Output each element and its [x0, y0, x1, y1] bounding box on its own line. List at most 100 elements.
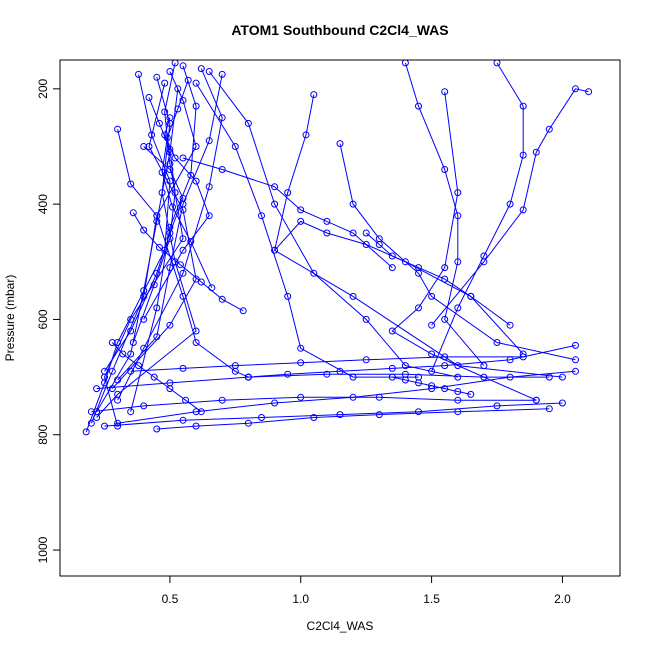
data-point	[114, 376, 122, 384]
data-point	[506, 200, 514, 208]
data-point	[401, 60, 409, 67]
data-point	[127, 350, 135, 358]
series-line	[117, 129, 249, 378]
data-point	[155, 243, 163, 251]
series-line	[96, 77, 197, 418]
data-point	[585, 88, 593, 96]
data-point	[297, 393, 305, 401]
data-point	[179, 416, 187, 424]
data-point	[441, 315, 449, 323]
data-point	[441, 275, 449, 283]
data-point	[114, 125, 122, 133]
data-point	[179, 246, 187, 254]
data-point	[179, 364, 187, 372]
data-point	[284, 370, 292, 378]
series-line	[130, 65, 197, 412]
data-point	[415, 102, 422, 110]
data-point	[171, 189, 179, 197]
data-point	[323, 370, 331, 378]
series-line	[391, 91, 537, 401]
series-line	[195, 82, 419, 378]
data-point	[218, 166, 226, 173]
data-point	[401, 362, 409, 370]
data-point	[114, 419, 122, 427]
plot-data	[82, 60, 593, 436]
data-point	[197, 408, 205, 416]
data-point	[362, 229, 370, 237]
data-point	[140, 402, 148, 410]
data-point	[572, 356, 579, 364]
data-point	[127, 367, 135, 375]
data-point	[258, 414, 265, 421]
data-point	[218, 295, 226, 303]
data-point	[179, 154, 187, 162]
data-point	[310, 414, 318, 421]
data-point	[127, 408, 135, 416]
data-point	[166, 385, 174, 393]
data-point	[205, 137, 213, 145]
data-point	[375, 241, 383, 248]
data-point	[166, 145, 174, 153]
data-point	[454, 362, 462, 370]
data-point	[284, 292, 292, 300]
data-point	[101, 367, 108, 375]
data-point	[349, 292, 357, 300]
data-point	[519, 151, 527, 159]
data-point	[519, 350, 527, 358]
data-point	[166, 321, 174, 329]
series-line	[130, 356, 524, 372]
data-point	[187, 171, 195, 179]
data-point	[119, 350, 127, 358]
x-axis: 0.5 1.0 1.5 2.0	[162, 576, 571, 606]
data-point	[129, 209, 137, 217]
data-point	[239, 307, 247, 315]
data-point	[545, 373, 553, 381]
data-point	[336, 367, 344, 375]
data-point	[114, 396, 122, 404]
x-tick-label: 1.5	[423, 592, 440, 606]
y-tick-label: 200	[36, 78, 50, 98]
data-point	[108, 339, 116, 346]
data-point	[336, 140, 344, 148]
data-point	[153, 73, 161, 81]
series-line	[156, 408, 550, 430]
data-point	[187, 238, 195, 246]
data-point	[428, 367, 436, 375]
data-point	[129, 339, 137, 346]
x-tick-label: 0.5	[162, 592, 179, 606]
y-tick-label: 1000	[36, 536, 50, 563]
data-point	[153, 333, 161, 341]
data-point	[454, 388, 462, 395]
series-line	[111, 342, 202, 413]
series-line	[431, 88, 589, 326]
data-point	[302, 131, 310, 139]
chart-title: ATOM1 Southbound C2Cl4_WAS	[231, 22, 448, 38]
data-point	[467, 390, 475, 398]
data-point	[135, 70, 142, 78]
data-point	[349, 200, 357, 208]
data-point	[192, 79, 200, 87]
data-point	[244, 419, 252, 427]
x-axis-label: C2Cl4_WAS	[307, 619, 374, 633]
data-point	[310, 91, 318, 99]
data-point	[454, 258, 462, 266]
data-point	[184, 76, 192, 84]
data-point	[271, 246, 279, 254]
series-line	[365, 232, 511, 326]
data-point	[197, 278, 205, 286]
data-point	[558, 373, 566, 381]
data-point	[297, 344, 305, 352]
data-point	[441, 264, 449, 272]
data-point	[454, 373, 462, 381]
data-point	[532, 148, 540, 156]
data-point	[140, 143, 148, 150]
data-point	[179, 194, 187, 202]
data-point	[218, 396, 226, 404]
data-point	[176, 261, 184, 269]
data-point	[388, 252, 396, 260]
data-point	[87, 408, 95, 416]
y-axis: 200 400 600 800 1000	[36, 78, 60, 563]
data-point	[349, 229, 357, 237]
data-point	[161, 108, 169, 116]
data-point	[297, 206, 305, 214]
